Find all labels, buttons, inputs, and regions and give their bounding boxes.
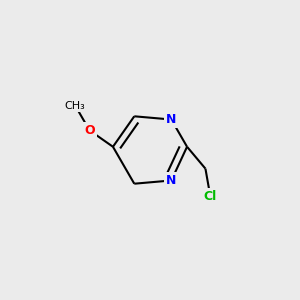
Text: Cl: Cl bbox=[204, 190, 217, 203]
Text: CH₃: CH₃ bbox=[65, 100, 85, 111]
Text: N: N bbox=[166, 113, 176, 126]
Text: N: N bbox=[166, 174, 176, 187]
Text: O: O bbox=[84, 124, 95, 137]
